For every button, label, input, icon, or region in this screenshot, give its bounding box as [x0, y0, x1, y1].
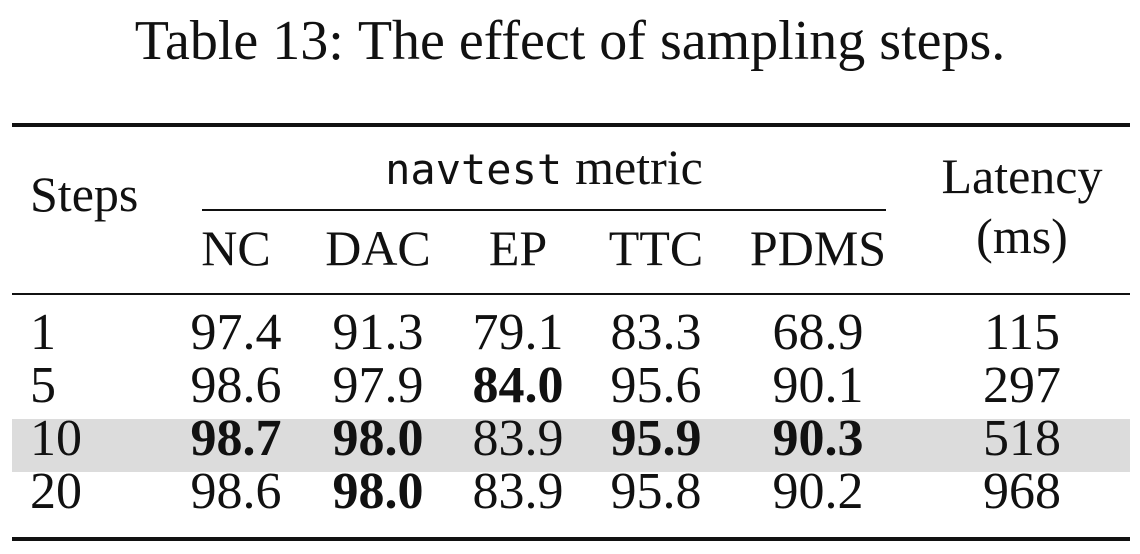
cell-ttc: 95.9 [610, 410, 702, 467]
cell-latency: 115 [983, 304, 1061, 361]
cell-latency: 518 [983, 410, 1061, 467]
header-dac: DAC [325, 220, 431, 276]
cell-steps: 20 [30, 463, 82, 520]
highlighted-row-background [12, 419, 1130, 472]
cell-dac: 98.0 [332, 410, 424, 467]
header-group-rule [202, 209, 886, 211]
cell-ttc: 95.8 [610, 463, 702, 520]
cell-nc: 98.6 [190, 463, 282, 520]
mid-rule [12, 293, 1130, 295]
cell-latency: 297 [983, 357, 1061, 414]
header-navtest: navtest [385, 145, 563, 194]
cell-dac: 91.3 [332, 304, 424, 361]
cell-steps: 5 [30, 357, 56, 414]
cell-steps: 1 [30, 304, 56, 361]
caption-label: Table 13: [134, 10, 344, 72]
header-latency-line1: Latency [941, 148, 1103, 204]
bottom-rule [12, 537, 1130, 541]
cell-ttc: 83.3 [610, 304, 702, 361]
cell-ep: 84.0 [472, 357, 564, 414]
cell-dac: 98.0 [332, 463, 424, 520]
cell-pdms: 90.2 [772, 463, 864, 520]
header-steps: Steps [30, 166, 139, 222]
cell-latency: 968 [983, 463, 1061, 520]
table-caption: Table 13: The effect of sampling steps. [0, 8, 1140, 74]
header-latency-line2: (ms) [976, 208, 1068, 264]
header-metric: metric [575, 139, 703, 195]
cell-steps: 10 [30, 410, 82, 467]
cell-nc: 98.7 [190, 410, 282, 467]
header-ttc: TTC [608, 220, 704, 276]
cell-pdms: 90.1 [772, 357, 864, 414]
top-rule [12, 123, 1130, 127]
header-metric-group: navtest metric [385, 141, 703, 196]
header-nc: NC [201, 220, 271, 276]
cell-ep: 83.9 [472, 410, 564, 467]
cell-pdms: 68.9 [772, 304, 864, 361]
header-pdms: PDMS [749, 220, 887, 276]
cell-ttc: 95.6 [610, 357, 702, 414]
cell-nc: 98.6 [190, 357, 282, 414]
cell-dac: 97.9 [332, 357, 424, 414]
cell-ep: 79.1 [472, 304, 564, 361]
caption-text: The effect of sampling steps. [357, 10, 1006, 72]
cell-ep: 83.9 [472, 463, 564, 520]
header-ep: EP [488, 220, 548, 276]
cell-pdms: 90.3 [772, 410, 864, 467]
cell-nc: 97.4 [190, 304, 282, 361]
